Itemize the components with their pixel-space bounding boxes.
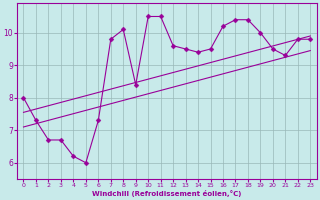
- X-axis label: Windchill (Refroidissement éolien,°C): Windchill (Refroidissement éolien,°C): [92, 190, 242, 197]
